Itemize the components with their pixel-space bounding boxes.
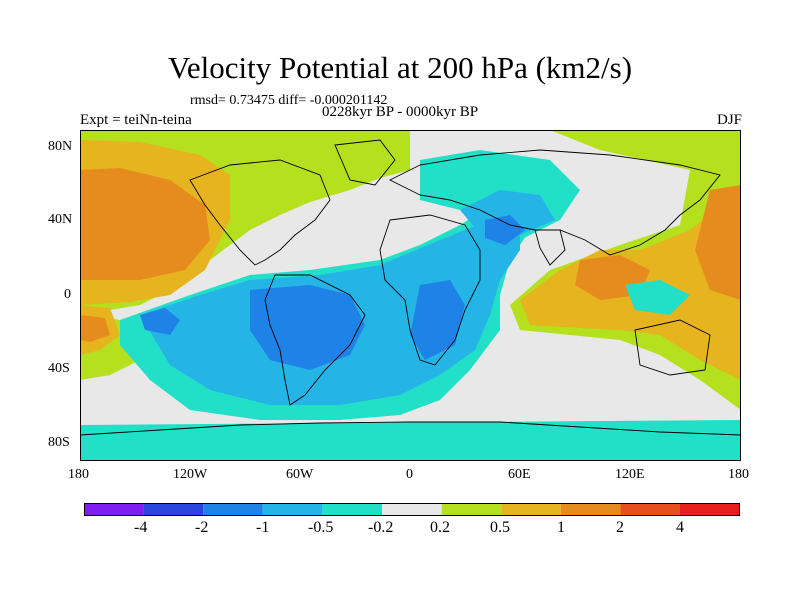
coast-australia bbox=[634, 319, 711, 376]
contour-pos-1-north-pacific bbox=[80, 168, 210, 280]
colorbar-swatch bbox=[143, 503, 204, 516]
contour-pos-1-west-pacific bbox=[695, 185, 741, 300]
colorbar-swatch bbox=[262, 503, 323, 516]
coast-india bbox=[534, 229, 566, 266]
stats-text: rmsd= 0.73475 diff= -0.000201142 bbox=[190, 93, 388, 108]
colorbar-swatch bbox=[680, 503, 740, 516]
colorbar-label: 1 bbox=[557, 519, 565, 536]
colorbar-swatch bbox=[84, 503, 144, 516]
season-label: DJF bbox=[716, 112, 742, 128]
colorbar-label: 4 bbox=[676, 519, 684, 536]
colorbar bbox=[84, 503, 740, 516]
coast-greenland bbox=[334, 139, 396, 186]
contour-pos-1-south-pacific bbox=[80, 315, 110, 342]
colorbar-swatch bbox=[441, 503, 502, 516]
coastlines bbox=[80, 139, 741, 436]
contour-neg-1-america bbox=[250, 285, 365, 370]
coast-antarctica bbox=[80, 421, 741, 436]
colorbar-swatch bbox=[560, 503, 621, 516]
contour-neg-0.2-maritime bbox=[625, 280, 690, 315]
lat-tick-40s: 40S bbox=[48, 361, 70, 376]
colorbar-swatch bbox=[203, 503, 263, 516]
lon-tick-0: 0 bbox=[406, 467, 413, 482]
lat-tick-80s: 80S bbox=[48, 435, 70, 450]
colorbar-label: 0.5 bbox=[490, 519, 510, 536]
lon-tick-60e: 60E bbox=[508, 467, 531, 482]
colorbar-label: -4 bbox=[134, 519, 148, 536]
velocity-potential-map bbox=[80, 130, 741, 461]
colorbar-swatch bbox=[501, 503, 561, 516]
coast-south-america bbox=[264, 274, 366, 406]
colorbar-label: -1 bbox=[256, 519, 270, 536]
map-title: Velocity Potential at 200 hPa (km2/s) bbox=[167, 50, 633, 85]
colorbar-swatch bbox=[382, 503, 442, 516]
contour-neg-1-africa bbox=[410, 280, 465, 360]
contour-neg-0.5-arabia bbox=[460, 190, 555, 240]
contour-neg-1-pacific-east bbox=[140, 308, 180, 335]
map-frame bbox=[80, 130, 741, 461]
colorbar-label: -0.2 bbox=[368, 519, 394, 536]
contour-neg-0.2-south-pole bbox=[80, 420, 741, 461]
lat-tick-0: 0 bbox=[64, 287, 71, 302]
coast-africa bbox=[379, 214, 481, 366]
colorbar-label: -2 bbox=[195, 519, 209, 536]
period-text: 0228kyr BP - 0000kyr BP bbox=[322, 104, 479, 120]
lon-tick-120e: 120E bbox=[615, 467, 645, 482]
coast-north-america bbox=[189, 159, 331, 266]
coast-eurasia bbox=[388, 149, 721, 256]
lon-tick-180w: 180 bbox=[68, 467, 89, 482]
contour-neg-1-arabia bbox=[485, 215, 525, 245]
colorbar-label: 0.2 bbox=[430, 519, 450, 536]
lon-tick-120w: 120W bbox=[173, 467, 208, 482]
colorbar-swatch bbox=[322, 503, 382, 516]
lon-tick-60w: 60W bbox=[286, 467, 314, 482]
colorbar-swatch bbox=[620, 503, 680, 516]
colorbar-label: -0.5 bbox=[308, 519, 334, 536]
experiment-text: Expt = teiNn-teina bbox=[80, 112, 192, 128]
colorbar-label: 2 bbox=[616, 519, 624, 536]
lat-tick-40n: 40N bbox=[48, 212, 73, 227]
lat-tick-80n: 80N bbox=[48, 139, 73, 154]
lon-tick-180e: 180 bbox=[728, 467, 749, 482]
